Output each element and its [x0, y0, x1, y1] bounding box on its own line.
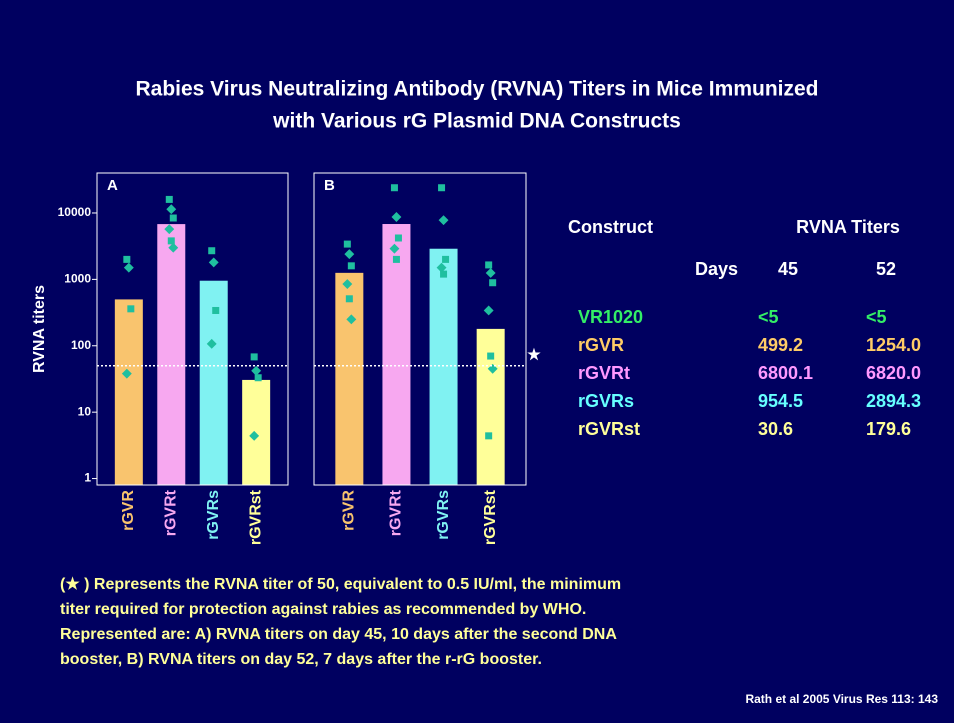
- data-point: [345, 295, 353, 303]
- data-point: [485, 261, 493, 269]
- x-tick-label: rGVR: [341, 490, 358, 531]
- table-value: 2894.3: [866, 391, 921, 411]
- data-point: [489, 279, 497, 287]
- x-tick-label: rGVRs: [435, 490, 452, 540]
- data-point: [208, 257, 219, 268]
- x-tick-label: rGVRst: [247, 489, 264, 545]
- panel-frame: [96, 172, 289, 486]
- data-point: [342, 279, 353, 290]
- data-point: [485, 267, 496, 278]
- bar: [335, 272, 364, 485]
- data-point: [436, 262, 447, 273]
- data-point: [485, 432, 493, 440]
- data-point: [389, 243, 400, 254]
- construct-name: rGVRs: [578, 391, 634, 411]
- bar: [114, 299, 143, 485]
- data-point: [346, 314, 357, 325]
- day: 45: [778, 259, 798, 279]
- bar: [429, 248, 458, 485]
- data-point: [165, 195, 173, 203]
- data-point: [251, 365, 262, 376]
- bar: [382, 224, 411, 485]
- title: with Various rG Plasmid DNA Constructs: [272, 110, 681, 133]
- table-header: RVNA Titers: [796, 217, 900, 237]
- data-point: [347, 262, 355, 270]
- x-tick-label: rGVRst: [482, 489, 499, 545]
- day: 52: [876, 259, 896, 279]
- data-point: [167, 237, 175, 245]
- caption: (★ ) Represents the RVNA titer of 50, eq…: [60, 576, 621, 593]
- y-tick-label: 1: [84, 471, 91, 485]
- construct-name: rGVR: [578, 335, 624, 355]
- construct-name: VR1020: [578, 307, 643, 327]
- data-point: [390, 184, 398, 192]
- table-value: 499.2: [758, 335, 803, 355]
- data-point: [442, 255, 450, 263]
- construct-name: rGVRst: [578, 419, 640, 439]
- data-point: [343, 240, 351, 248]
- data-point: [249, 430, 260, 441]
- x-tick-label: rGVR: [120, 490, 137, 531]
- bar: [199, 280, 228, 485]
- table-value: <5: [866, 307, 887, 327]
- table-value: 954.5: [758, 391, 803, 411]
- y-tick-label: 100: [71, 338, 91, 352]
- panel-frame: [313, 172, 527, 486]
- y-tick-label: 1000: [64, 272, 91, 286]
- table-value: 6820.0: [866, 363, 921, 383]
- citation: Rath et al 2005 Virus Res 113: 143: [745, 692, 938, 706]
- caption: Represented are: A) RVNA titers on day 4…: [60, 626, 617, 643]
- annotation: ★: [527, 347, 541, 364]
- data-point: [483, 305, 494, 316]
- bar: [157, 224, 186, 485]
- data-point: [440, 270, 448, 278]
- data-point: [164, 224, 175, 235]
- days-label: Days: [695, 259, 738, 279]
- bar: [242, 379, 271, 485]
- table-value: 30.6: [758, 419, 793, 439]
- data-point: [208, 247, 216, 255]
- data-point: [392, 255, 400, 263]
- data-point: [123, 262, 134, 273]
- data-point: [250, 353, 258, 361]
- data-point: [391, 212, 402, 222]
- caption: titer required for protection against ra…: [60, 601, 586, 618]
- data-point: [168, 242, 179, 253]
- construct-name: rGVRt: [578, 363, 630, 383]
- data-point: [123, 255, 131, 263]
- x-tick-label: rGVRs: [205, 490, 222, 540]
- caption: booster, B) RVNA titers on day 52, 7 day…: [60, 651, 542, 668]
- bar: [476, 328, 505, 485]
- data-point: [394, 234, 402, 242]
- data-point: [169, 214, 177, 222]
- table-value: 179.6: [866, 419, 911, 439]
- table-value: 1254.0: [866, 335, 921, 355]
- x-tick-label: rGVRt: [388, 489, 405, 536]
- x-tick-label: rGVRt: [162, 489, 179, 536]
- y-tick-label: 10000: [58, 205, 92, 219]
- panel-label: B: [324, 177, 335, 194]
- title: Rabies Virus Neutralizing Antibody (RVNA…: [135, 78, 818, 101]
- table-value: <5: [758, 307, 779, 327]
- data-point: [487, 352, 495, 360]
- data-point: [438, 215, 449, 226]
- data-point: [254, 374, 262, 382]
- y-tick-label: 10: [78, 404, 92, 418]
- data-point: [344, 249, 355, 260]
- panel-label: A: [107, 177, 118, 194]
- data-point: [166, 204, 177, 215]
- data-point: [438, 184, 446, 192]
- table-value: 6800.1: [758, 363, 813, 383]
- data-point: [127, 305, 135, 313]
- data-point: [206, 338, 217, 349]
- table-header: Construct: [568, 217, 653, 237]
- data-point: [212, 306, 220, 314]
- y-axis-label: RVNA titers: [31, 285, 48, 373]
